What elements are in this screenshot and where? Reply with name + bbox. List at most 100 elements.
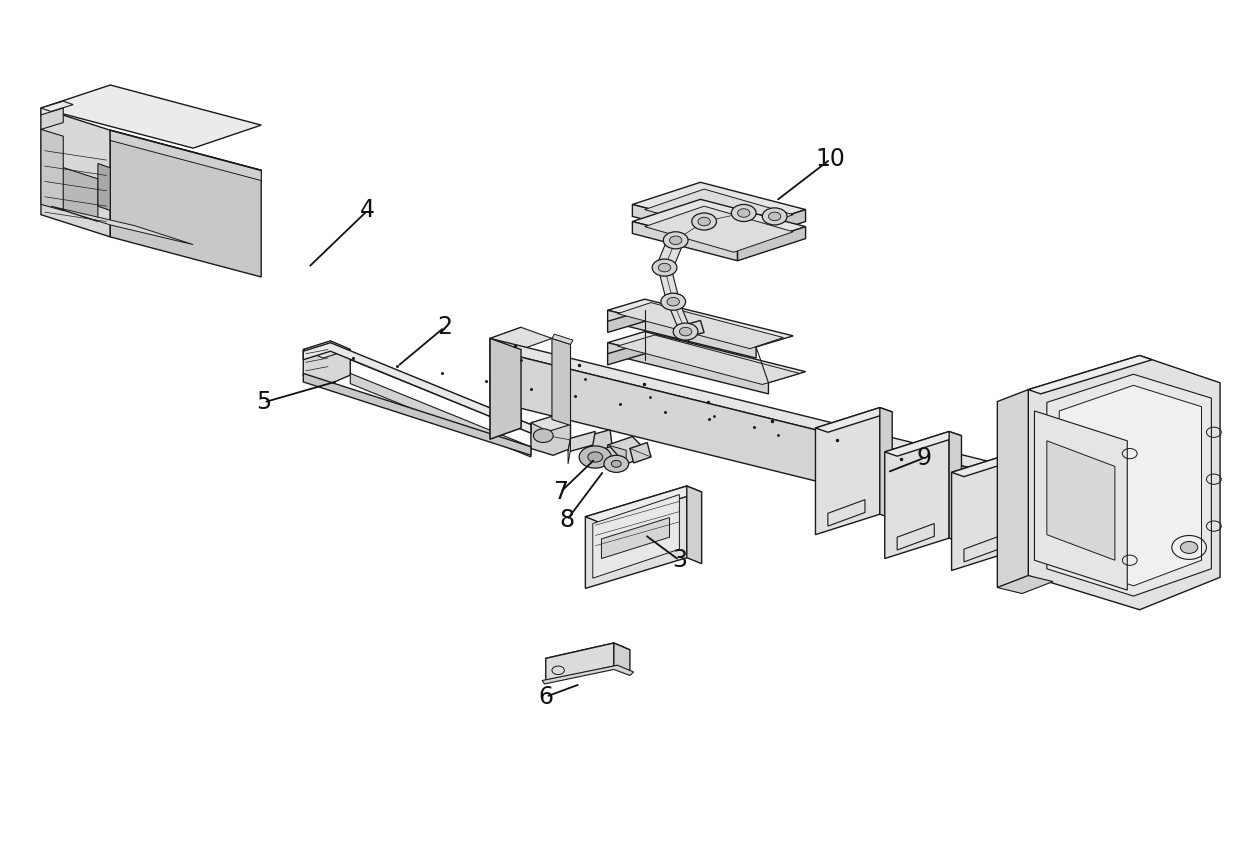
Circle shape [680, 327, 692, 336]
Polygon shape [608, 299, 794, 347]
Polygon shape [885, 431, 949, 559]
Polygon shape [608, 310, 756, 358]
Polygon shape [41, 101, 73, 111]
Polygon shape [552, 334, 573, 344]
Polygon shape [645, 206, 794, 253]
Polygon shape [531, 416, 570, 455]
Text: 8: 8 [559, 508, 574, 532]
Polygon shape [645, 189, 794, 235]
Polygon shape [585, 486, 702, 523]
Polygon shape [618, 302, 784, 348]
Polygon shape [997, 575, 1053, 593]
Polygon shape [601, 518, 670, 559]
Polygon shape [632, 182, 806, 232]
Text: 7: 7 [553, 480, 568, 504]
Circle shape [663, 232, 688, 249]
Polygon shape [738, 210, 806, 244]
Polygon shape [531, 416, 570, 431]
Polygon shape [41, 108, 110, 237]
Polygon shape [608, 331, 806, 383]
Polygon shape [490, 338, 1016, 479]
Circle shape [611, 461, 621, 467]
Text: 3: 3 [672, 548, 687, 573]
Text: 9: 9 [916, 446, 931, 470]
Polygon shape [632, 205, 738, 244]
Polygon shape [542, 665, 634, 684]
Polygon shape [552, 338, 570, 425]
Polygon shape [1011, 454, 1023, 556]
Polygon shape [614, 643, 630, 672]
Polygon shape [687, 486, 702, 563]
Polygon shape [1034, 411, 1127, 590]
Polygon shape [816, 407, 880, 535]
Polygon shape [51, 163, 98, 222]
Text: 5: 5 [255, 390, 272, 414]
Circle shape [673, 323, 698, 340]
Circle shape [579, 446, 611, 468]
Polygon shape [1047, 374, 1211, 596]
Polygon shape [885, 431, 961, 456]
Polygon shape [41, 101, 63, 115]
Polygon shape [608, 437, 651, 464]
Polygon shape [1047, 441, 1115, 560]
Circle shape [667, 297, 680, 306]
Polygon shape [98, 163, 110, 211]
Polygon shape [997, 389, 1028, 587]
Text: 2: 2 [436, 315, 451, 339]
Polygon shape [490, 338, 521, 439]
Circle shape [763, 208, 787, 225]
Polygon shape [589, 447, 620, 465]
Circle shape [658, 264, 671, 272]
Polygon shape [657, 265, 681, 305]
Polygon shape [697, 210, 751, 225]
Polygon shape [666, 298, 693, 335]
Polygon shape [568, 431, 595, 452]
Polygon shape [110, 130, 262, 277]
Polygon shape [490, 349, 1016, 531]
Polygon shape [608, 445, 626, 462]
Text: 6: 6 [538, 685, 553, 709]
Polygon shape [585, 437, 593, 459]
Circle shape [588, 452, 603, 462]
Polygon shape [880, 407, 893, 519]
Polygon shape [490, 327, 521, 439]
Circle shape [738, 209, 750, 217]
Polygon shape [350, 373, 531, 457]
Polygon shape [585, 486, 687, 588]
Polygon shape [585, 430, 614, 467]
Polygon shape [676, 320, 704, 339]
Polygon shape [951, 454, 1023, 477]
Polygon shape [110, 130, 262, 181]
Polygon shape [51, 206, 193, 245]
Circle shape [661, 294, 686, 310]
Polygon shape [668, 218, 712, 244]
Circle shape [652, 259, 677, 276]
Circle shape [533, 429, 553, 443]
Polygon shape [608, 342, 769, 394]
Circle shape [769, 212, 781, 221]
Polygon shape [304, 373, 531, 455]
Polygon shape [632, 199, 806, 249]
Polygon shape [618, 335, 800, 384]
Polygon shape [304, 342, 531, 433]
Polygon shape [41, 129, 63, 211]
Polygon shape [1059, 385, 1202, 586]
Circle shape [698, 217, 711, 226]
Text: 4: 4 [360, 199, 376, 223]
Polygon shape [632, 222, 738, 261]
Polygon shape [41, 85, 262, 148]
Text: 10: 10 [816, 147, 846, 171]
Polygon shape [304, 341, 350, 358]
Polygon shape [816, 407, 893, 432]
Polygon shape [738, 227, 806, 261]
Polygon shape [593, 495, 680, 578]
Polygon shape [490, 327, 552, 349]
Circle shape [732, 205, 756, 222]
Polygon shape [1028, 355, 1220, 609]
Circle shape [604, 455, 629, 473]
Polygon shape [608, 310, 645, 332]
Circle shape [670, 236, 682, 245]
Polygon shape [546, 643, 614, 681]
Polygon shape [568, 438, 570, 464]
Polygon shape [350, 351, 531, 433]
